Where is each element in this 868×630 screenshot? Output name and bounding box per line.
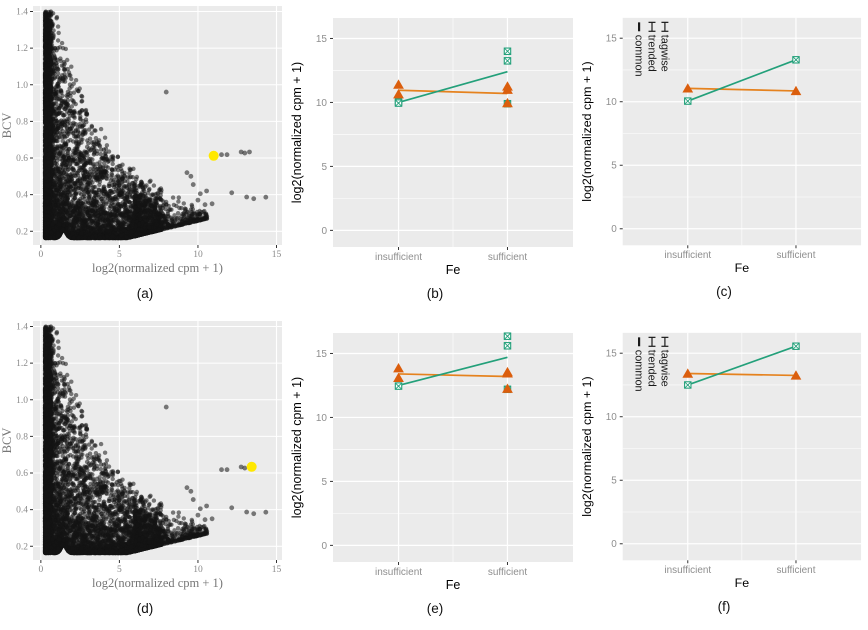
panel-f: 0 5 10 15 insufficient sufficient Fe log2(norma… [580,315,868,630]
bcv-scatter-plot-a: 0 5 10 150.20.40.60.81.01.21.4log2(normaliz… [0,6,282,275]
svg-text:0.6: 0.6 [16,154,28,164]
caption-b: (b) [426,286,444,301]
panel-b: 0 5 10 15 insufficient sufficient Fe log2(norma… [290,0,580,315]
bcv-scatter-plot-d: 0 5 10 150.20.40.60.81.01.21.4log2(normaliz… [0,321,282,590]
caption-f: (f) [717,599,731,615]
svg-text:0: 0 [38,250,43,260]
svg-text:1.0: 1.0 [16,81,28,91]
caption-d: (d) [136,601,154,616]
panel-c: 0 5 10 15 insufficient sufficient Fe log2(norma… [580,0,868,315]
svg-text:1.2: 1.2 [16,44,28,54]
svg-text:15: 15 [272,250,282,260]
svg-text:1.4: 1.4 [16,7,28,17]
svg-text:10: 10 [193,250,203,260]
svg-text:0.4: 0.4 [16,191,28,201]
caption-e: (e) [426,601,444,616]
panel-d: 0 5 10 15 0.2 0.4 0.6 0.8 1.0 1.2 1.4 log2(normaliz… [0,315,290,630]
panel-a: 0 5 10 15 0.2 0.4 0.6 0.8 1.0 1.2 1.4 log2(normaliz… [0,0,290,315]
svg-text:0.8: 0.8 [16,117,28,127]
caption-a: (a) [136,286,154,301]
svg-text:0.2: 0.2 [16,227,28,237]
svg-text:5: 5 [117,250,122,260]
caption-c: (c) [716,284,732,300]
panel-e: 0 5 10 15 insufficient sufficient Fe log2(norma… [290,315,580,630]
